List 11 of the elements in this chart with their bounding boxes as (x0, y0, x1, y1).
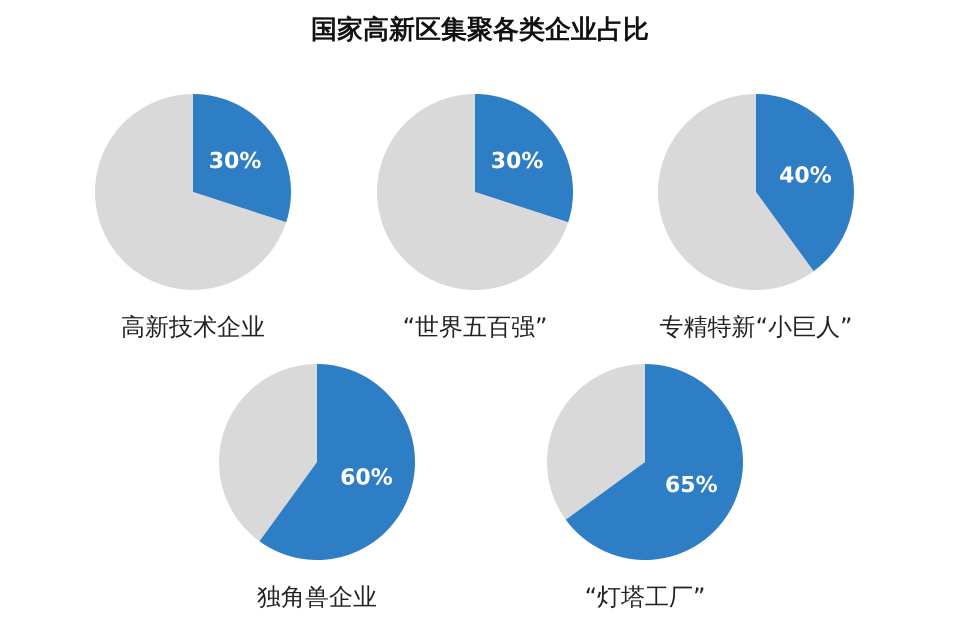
text: “世界五百强” (402, 313, 547, 341)
text: “灯塔工厂” (584, 583, 706, 611)
text: 专精特新“小巨人” (660, 313, 852, 341)
data-label: 30% (208, 148, 262, 174)
data-label: 40% (779, 163, 832, 188)
text: 国家高新区集聚各类企业占比 (310, 14, 650, 47)
data-label: 60% (340, 466, 393, 491)
data-label: 30% (490, 148, 543, 174)
text: 独角兽企业 (257, 583, 377, 611)
text: 高新技术企业 (121, 313, 265, 341)
data-label: 65% (664, 473, 718, 498)
